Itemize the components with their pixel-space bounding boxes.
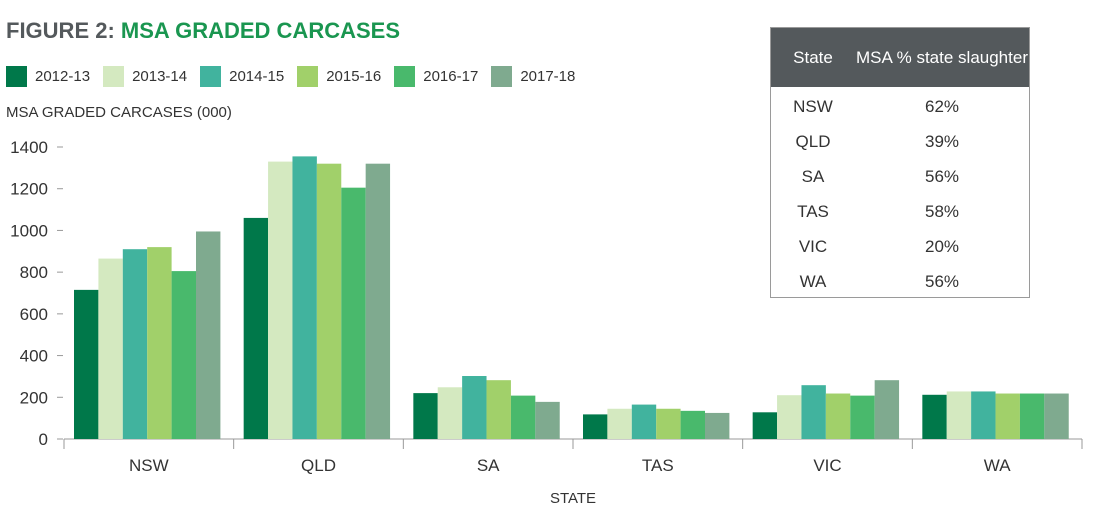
y-tick-label: 0 xyxy=(39,430,48,449)
bar xyxy=(680,410,705,439)
bar xyxy=(74,289,99,439)
bar xyxy=(607,408,632,439)
table-cell-state: VIC xyxy=(798,236,828,256)
bar xyxy=(510,395,536,439)
bar xyxy=(196,231,221,439)
bar xyxy=(946,391,972,439)
bar xyxy=(535,401,560,439)
table-cell-pct: 20% xyxy=(924,236,960,256)
y-tick-label: 1000 xyxy=(10,221,48,240)
legend-label: 2017-18 xyxy=(520,68,576,85)
x-tick-label: WA xyxy=(984,456,1011,475)
y-axis-title: MSA GRADED CARCASES (000) xyxy=(6,104,232,121)
legend-item: 2014-15 xyxy=(200,66,284,87)
table-row: TAS 58% xyxy=(771,194,1029,229)
bar xyxy=(365,163,391,439)
table-cell-pct: 56% xyxy=(924,271,960,291)
legend-label: 2012-13 xyxy=(35,68,91,85)
table-cell-state: TAS xyxy=(797,201,829,221)
x-tick-label: VIC xyxy=(813,456,841,475)
legend-item: 2013-14 xyxy=(103,66,187,87)
table-cell-state: NSW xyxy=(793,96,833,116)
legend-swatch xyxy=(103,66,125,87)
table-cell-pct: 58% xyxy=(924,201,960,221)
table-row: WA 56% xyxy=(771,264,1029,299)
legend-swatch xyxy=(394,66,416,87)
y-tick-label: 1200 xyxy=(10,180,48,199)
legend-item: 2017-18 xyxy=(491,66,575,87)
bar xyxy=(777,395,802,439)
legend-swatch xyxy=(297,66,319,87)
bar xyxy=(292,156,317,439)
y-tick-label: 1400 xyxy=(10,138,48,157)
table-header-state: State xyxy=(793,47,833,67)
table-row: QLD 39% xyxy=(771,124,1029,159)
legend-item: 2015-16 xyxy=(297,66,381,87)
bar xyxy=(825,393,851,439)
legend-item: 2012-13 xyxy=(6,66,90,87)
y-tick-label: 800 xyxy=(20,263,48,282)
table-cell-state: WA xyxy=(799,271,827,291)
chart-legend: 2012-13 2013-14 2014-15 2015-16 2016-17 2017-… xyxy=(6,66,588,87)
bar xyxy=(583,414,608,439)
x-tick-label: TAS xyxy=(642,456,674,475)
bar xyxy=(631,404,657,439)
table-cell-pct: 62% xyxy=(924,96,960,116)
bar xyxy=(874,380,900,439)
figure-title-main: MSA GRADED CARCASES xyxy=(120,18,400,43)
figure-title-prefix: FIGURE 2: xyxy=(6,18,121,43)
y-tick-label: 600 xyxy=(20,305,48,324)
bar xyxy=(922,394,947,439)
bar xyxy=(98,258,123,439)
table-body: NSW 62% QLD 39% SA 56% TAS 58% VIC 20% WA 56% xyxy=(771,87,1029,299)
x-tick-label: SA xyxy=(477,456,500,475)
bar xyxy=(971,391,996,439)
table-row: VIC 20% xyxy=(771,229,1029,264)
figure-title: FIGURE 2: MSA GRADED CARCASES xyxy=(6,18,400,44)
bar xyxy=(268,161,293,439)
y-tick-label: 400 xyxy=(20,347,48,366)
bar xyxy=(850,395,875,439)
x-tick-label: NSW xyxy=(129,456,169,475)
table-header: State MSA % state slaughter xyxy=(771,28,1029,87)
bar xyxy=(147,247,172,439)
legend-swatch xyxy=(6,66,27,87)
legend-item: 2016-17 xyxy=(394,66,478,87)
bar xyxy=(1019,393,1045,439)
legend-swatch xyxy=(200,66,222,87)
bar xyxy=(171,271,196,439)
bar xyxy=(462,376,487,439)
bar xyxy=(801,385,826,439)
x-axis-title: STATE xyxy=(550,490,596,507)
table-row: SA 56% xyxy=(771,159,1029,194)
legend-label: 2013-14 xyxy=(132,68,188,85)
y-tick-label: 200 xyxy=(20,388,48,407)
bar xyxy=(243,217,269,439)
legend-label: 2014-15 xyxy=(229,68,285,85)
table-header-pct: MSA % state slaughter xyxy=(856,48,1028,67)
legend-label: 2016-17 xyxy=(423,68,479,85)
legend-swatch xyxy=(491,66,513,87)
msa-state-table: State MSA % state slaughter NSW 62% QLD 39%… xyxy=(770,27,1030,298)
bar xyxy=(705,412,730,439)
bar xyxy=(486,380,511,439)
bar xyxy=(656,408,681,439)
bar xyxy=(413,393,438,439)
x-tick-label: QLD xyxy=(301,456,336,475)
table-cell-state: SA xyxy=(801,166,825,186)
bar xyxy=(341,187,366,439)
bar xyxy=(122,249,148,439)
bar xyxy=(752,412,778,439)
table-cell-state: QLD xyxy=(795,131,831,151)
bar xyxy=(316,163,342,439)
bar xyxy=(437,387,463,439)
table-cell-pct: 39% xyxy=(924,131,960,151)
table-row: NSW 62% xyxy=(771,89,1029,124)
bar xyxy=(995,393,1020,439)
bar xyxy=(1044,393,1069,439)
table-cell-pct: 56% xyxy=(924,166,960,186)
legend-label: 2015-16 xyxy=(326,68,382,85)
